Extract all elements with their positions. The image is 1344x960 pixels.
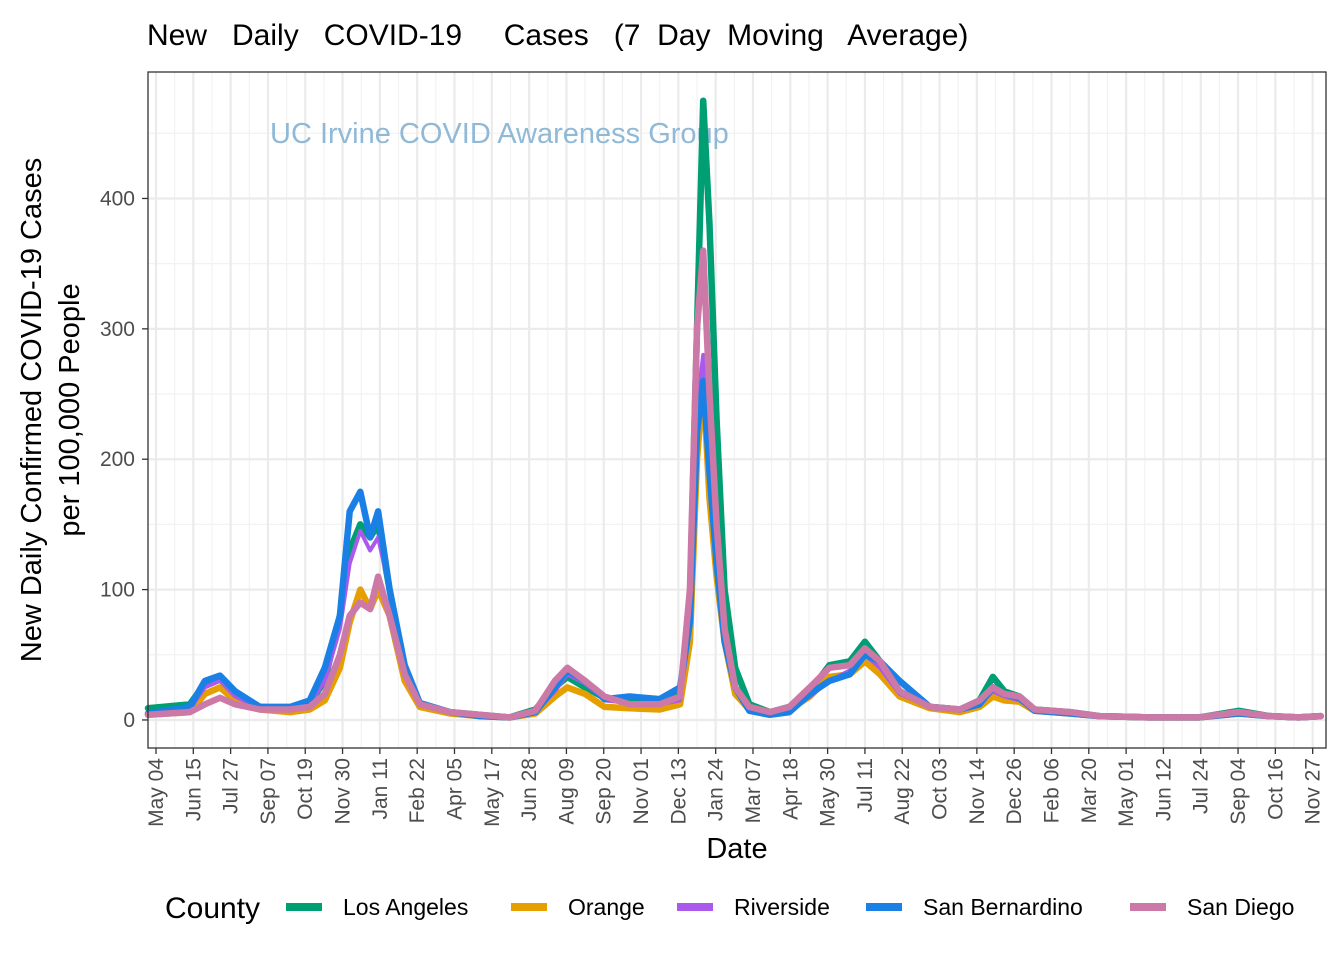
legend-label: Los Angeles bbox=[343, 894, 468, 920]
x-tick-label: Oct 03 bbox=[929, 758, 952, 820]
y-axis: 0 100 200 300 400 bbox=[100, 187, 148, 732]
x-tick-label: Feb 22 bbox=[406, 758, 429, 823]
x-tick-label: Jan 24 bbox=[705, 758, 728, 821]
x-tick-label: Jul 27 bbox=[220, 758, 243, 814]
legend-key-san-diego bbox=[1130, 903, 1166, 911]
legend-label: Riverside bbox=[734, 894, 830, 920]
y-axis-label-line1: New Daily Confirmed COVID-19 Cases bbox=[16, 158, 48, 662]
x-tick-label: Jul 11 bbox=[854, 758, 877, 812]
y-axis-label-line2: per 100,000 People bbox=[54, 283, 86, 536]
watermark: UC Irvine COVID Awareness Group bbox=[270, 118, 729, 150]
x-tick-label: Apr 05 bbox=[444, 758, 467, 820]
x-tick-label: Nov 01 bbox=[630, 758, 653, 825]
x-tick-label: Nov 30 bbox=[332, 758, 355, 825]
x-tick-label: Sep 07 bbox=[257, 758, 280, 825]
x-tick-label: Aug 22 bbox=[891, 758, 914, 825]
x-tick-label: Aug 09 bbox=[555, 758, 578, 825]
y-tick-label: 100 bbox=[100, 579, 135, 602]
grid bbox=[148, 72, 1326, 748]
legend-label: San Bernardino bbox=[923, 894, 1083, 920]
y-tick-label: 200 bbox=[100, 448, 135, 471]
x-tick-label: Jan 11 bbox=[369, 758, 392, 820]
legend-label: Orange bbox=[568, 894, 645, 920]
x-tick-label: May 30 bbox=[817, 758, 840, 827]
x-axis: May 04 Jun 15 Jul 27 Sep 07 Oct 19 Nov 30 Jan … bbox=[145, 748, 1325, 827]
chart-title: New Daily COVID-19 Cases (7 Day Moving A… bbox=[147, 19, 968, 52]
x-tick-label: Jul 24 bbox=[1190, 758, 1213, 814]
legend-key-san-bernardino bbox=[866, 903, 902, 911]
x-tick-label: Jun 28 bbox=[518, 758, 541, 821]
x-tick-label: May 17 bbox=[481, 758, 504, 827]
legend-title: County bbox=[165, 892, 260, 925]
x-tick-label: Mar 07 bbox=[742, 758, 765, 823]
x-tick-label: Dec 26 bbox=[1003, 758, 1026, 825]
x-tick-label: Feb 06 bbox=[1041, 758, 1064, 823]
legend-key-orange bbox=[511, 903, 547, 911]
y-tick-label: 400 bbox=[100, 187, 135, 210]
x-tick-label: Nov 14 bbox=[966, 758, 989, 825]
panel-border bbox=[147, 71, 1327, 749]
y-tick-label: 0 bbox=[123, 709, 135, 732]
x-tick-label: Oct 16 bbox=[1264, 758, 1287, 820]
x-tick-label: May 04 bbox=[145, 758, 168, 827]
x-tick-label: Oct 19 bbox=[294, 758, 317, 820]
legend-label: San Diego bbox=[1187, 894, 1294, 920]
x-tick-label: Mar 20 bbox=[1078, 758, 1101, 823]
panel-background bbox=[148, 72, 1326, 748]
x-tick-label: Sep 20 bbox=[593, 758, 616, 825]
x-tick-label: May 01 bbox=[1115, 758, 1138, 827]
x-tick-label: Apr 18 bbox=[779, 758, 802, 820]
x-axis-label: Date bbox=[706, 833, 767, 865]
legend-key-riverside bbox=[677, 903, 713, 911]
x-tick-label: Sep 04 bbox=[1227, 758, 1250, 825]
legend-key-los-angeles bbox=[286, 903, 322, 911]
series-lines bbox=[144, 97, 1324, 721]
x-tick-label: Jun 12 bbox=[1152, 758, 1175, 821]
y-tick-label: 300 bbox=[100, 318, 135, 341]
series-line-san-diego bbox=[144, 247, 1324, 721]
x-tick-label: Dec 13 bbox=[667, 758, 690, 825]
x-tick-label: Jun 15 bbox=[182, 758, 205, 821]
x-tick-label: Nov 27 bbox=[1302, 758, 1325, 825]
legend: County Los Angeles Orange Riverside San Ber… bbox=[165, 892, 1294, 925]
